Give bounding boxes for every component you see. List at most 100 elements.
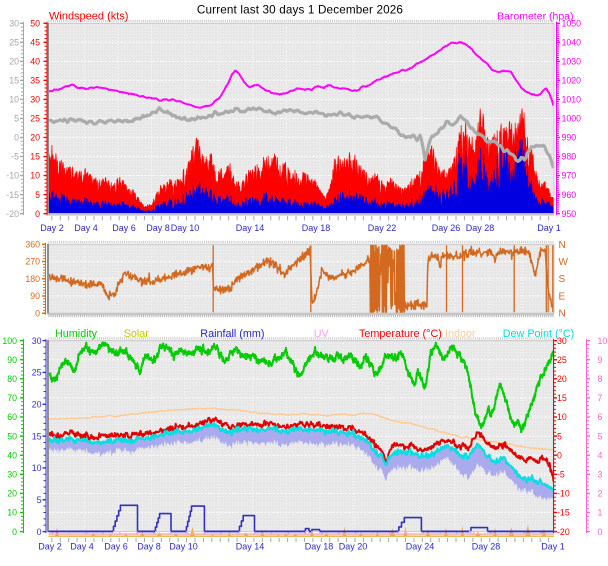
svg-text:50: 50 [30, 19, 40, 29]
svg-text:-20: -20 [6, 209, 19, 219]
svg-text:6: 6 [598, 412, 603, 422]
svg-text:-5: -5 [557, 470, 565, 480]
svg-text:Humidity: Humidity [55, 328, 98, 340]
svg-text:80: 80 [7, 374, 17, 384]
svg-text:Day 22: Day 22 [368, 223, 397, 233]
svg-text:Day 10: Day 10 [171, 223, 200, 233]
svg-text:50: 50 [7, 431, 17, 441]
svg-text:90: 90 [7, 355, 17, 365]
svg-text:70: 70 [7, 393, 17, 403]
svg-text:40: 40 [7, 450, 17, 460]
svg-text:5: 5 [598, 431, 603, 441]
svg-text:25: 25 [30, 114, 40, 124]
svg-text:0: 0 [557, 450, 562, 460]
svg-text:30: 30 [557, 336, 567, 346]
svg-text:Windspeed (kts): Windspeed (kts) [49, 11, 128, 23]
svg-text:Day 8: Day 8 [146, 223, 170, 233]
svg-text:Day 6: Day 6 [104, 542, 128, 552]
svg-text:35: 35 [30, 76, 40, 86]
svg-text:20: 20 [7, 489, 17, 499]
svg-text:10: 10 [30, 171, 40, 181]
svg-text:1: 1 [598, 508, 603, 518]
svg-text:20: 20 [9, 57, 19, 67]
svg-text:30: 30 [32, 336, 42, 346]
svg-text:90: 90 [30, 291, 40, 301]
svg-text:2: 2 [598, 489, 603, 499]
svg-text:25: 25 [557, 355, 567, 365]
svg-text:Day 4: Day 4 [74, 223, 98, 233]
svg-text:25: 25 [32, 368, 42, 378]
svg-text:Indoor: Indoor [445, 328, 476, 340]
svg-text:E: E [559, 292, 566, 303]
svg-text:45: 45 [30, 38, 40, 48]
svg-text:9: 9 [598, 355, 603, 365]
svg-text:980: 980 [562, 152, 577, 162]
svg-text:15: 15 [32, 431, 42, 441]
svg-text:15: 15 [557, 393, 567, 403]
svg-text:30: 30 [30, 95, 40, 105]
svg-text:0: 0 [35, 209, 40, 219]
svg-text:-10: -10 [6, 171, 19, 181]
svg-text:Temperature (°C): Temperature (°C) [359, 328, 442, 340]
svg-text:N: N [559, 240, 566, 251]
svg-text:Day 14: Day 14 [236, 223, 265, 233]
svg-text:15: 15 [30, 152, 40, 162]
svg-text:30: 30 [9, 19, 19, 29]
svg-text:1010: 1010 [562, 95, 582, 105]
svg-text:UV: UV [314, 328, 330, 340]
svg-text:8: 8 [598, 374, 603, 384]
svg-text:Day 1: Day 1 [541, 542, 565, 552]
svg-text:30: 30 [7, 470, 17, 480]
svg-text:1040: 1040 [562, 38, 582, 48]
svg-text:960: 960 [562, 190, 577, 200]
svg-text:Day 2: Day 2 [38, 542, 62, 552]
svg-text:100: 100 [2, 336, 17, 346]
svg-text:5: 5 [37, 495, 42, 505]
svg-text:20: 20 [32, 400, 42, 410]
svg-text:0: 0 [598, 527, 603, 537]
svg-text:10: 10 [32, 463, 42, 473]
svg-text:25: 25 [9, 38, 19, 48]
svg-text:-10: -10 [557, 489, 570, 499]
svg-text:40: 40 [30, 57, 40, 67]
svg-text:N: N [559, 309, 566, 320]
svg-text:Day 28: Day 28 [472, 542, 501, 552]
svg-text:7: 7 [598, 393, 603, 403]
svg-text:Day 10: Day 10 [169, 542, 198, 552]
svg-text:0: 0 [35, 308, 40, 318]
svg-text:0: 0 [12, 527, 17, 537]
svg-text:Current last 30 days 1 Decembe: Current last 30 days 1 December 2026 [197, 4, 403, 17]
svg-text:Solar: Solar [124, 328, 150, 340]
svg-text:20: 20 [30, 133, 40, 143]
svg-text:5: 5 [557, 431, 562, 441]
svg-text:-20: -20 [557, 527, 570, 537]
svg-text:Day 20: Day 20 [339, 542, 368, 552]
svg-text:Barometer (hpa): Barometer (hpa) [497, 11, 573, 23]
svg-text:-5: -5 [11, 152, 19, 162]
svg-text:1030: 1030 [562, 57, 582, 67]
svg-text:-15: -15 [6, 190, 19, 200]
svg-text:10: 10 [9, 95, 19, 105]
svg-text:S: S [559, 274, 566, 285]
svg-text:Day 18: Day 18 [302, 223, 331, 233]
svg-text:Rainfall (mm): Rainfall (mm) [200, 328, 264, 340]
svg-text:Day 18: Day 18 [305, 542, 334, 552]
svg-text:5: 5 [14, 114, 19, 124]
svg-text:0: 0 [14, 133, 19, 143]
svg-text:15: 15 [9, 76, 19, 86]
svg-text:1050: 1050 [562, 19, 582, 29]
svg-text:Day 8: Day 8 [137, 542, 161, 552]
svg-text:950: 950 [562, 209, 577, 219]
svg-text:Day 24: Day 24 [406, 542, 435, 552]
svg-text:Day 1: Day 1 [537, 223, 561, 233]
svg-text:Day 6: Day 6 [112, 223, 136, 233]
svg-text:-15: -15 [557, 508, 570, 518]
svg-text:Day 4: Day 4 [70, 542, 94, 552]
svg-text:5: 5 [35, 190, 40, 200]
svg-text:20: 20 [557, 374, 567, 384]
svg-text:0: 0 [37, 527, 42, 537]
svg-text:Day 26: Day 26 [432, 223, 461, 233]
svg-text:60: 60 [7, 412, 17, 422]
svg-text:3: 3 [598, 470, 603, 480]
svg-text:4: 4 [598, 450, 603, 460]
